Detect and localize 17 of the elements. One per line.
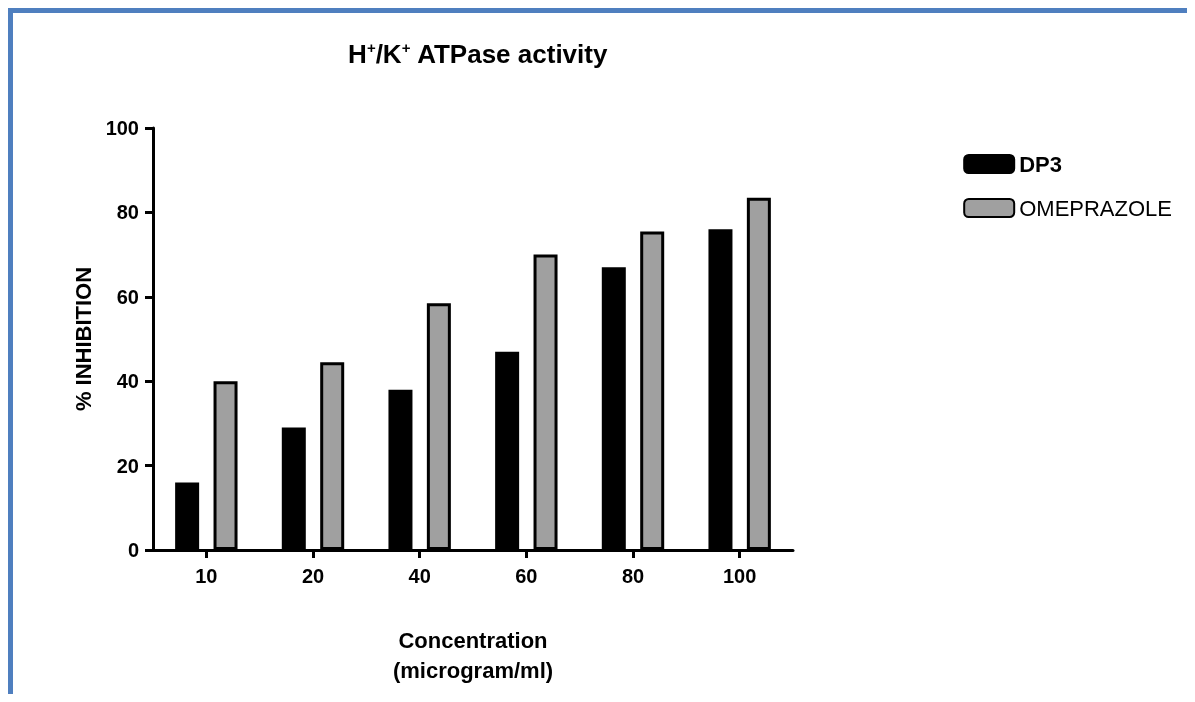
y-tick-label: 100 (105, 117, 139, 139)
y-tick-label: 20 (116, 454, 139, 477)
x-axis-title: Concentration (microgram/ml) (392, 627, 554, 683)
x-tick-label: 60 (515, 565, 538, 587)
y-tick-label: 40 (116, 370, 139, 393)
y-tick-label: 0 (127, 539, 139, 561)
chart-title: H+/K+ ATPase activity (348, 38, 608, 69)
x-tick-label: 80 (621, 565, 645, 587)
x-tick-label: 10 (195, 565, 218, 587)
legend-label: OMEPRAZOLE (1019, 195, 1172, 221)
x-tick-label: 20 (301, 565, 325, 587)
x-tick-label: 40 (408, 565, 431, 587)
legend-label: DP3 (1019, 151, 1062, 177)
y-tick-label: 60 (116, 285, 139, 308)
y-tick-label: 80 (116, 201, 139, 224)
y-axis-title: % INHIBITION (71, 266, 97, 412)
x-tick-label: 100 (722, 565, 757, 587)
